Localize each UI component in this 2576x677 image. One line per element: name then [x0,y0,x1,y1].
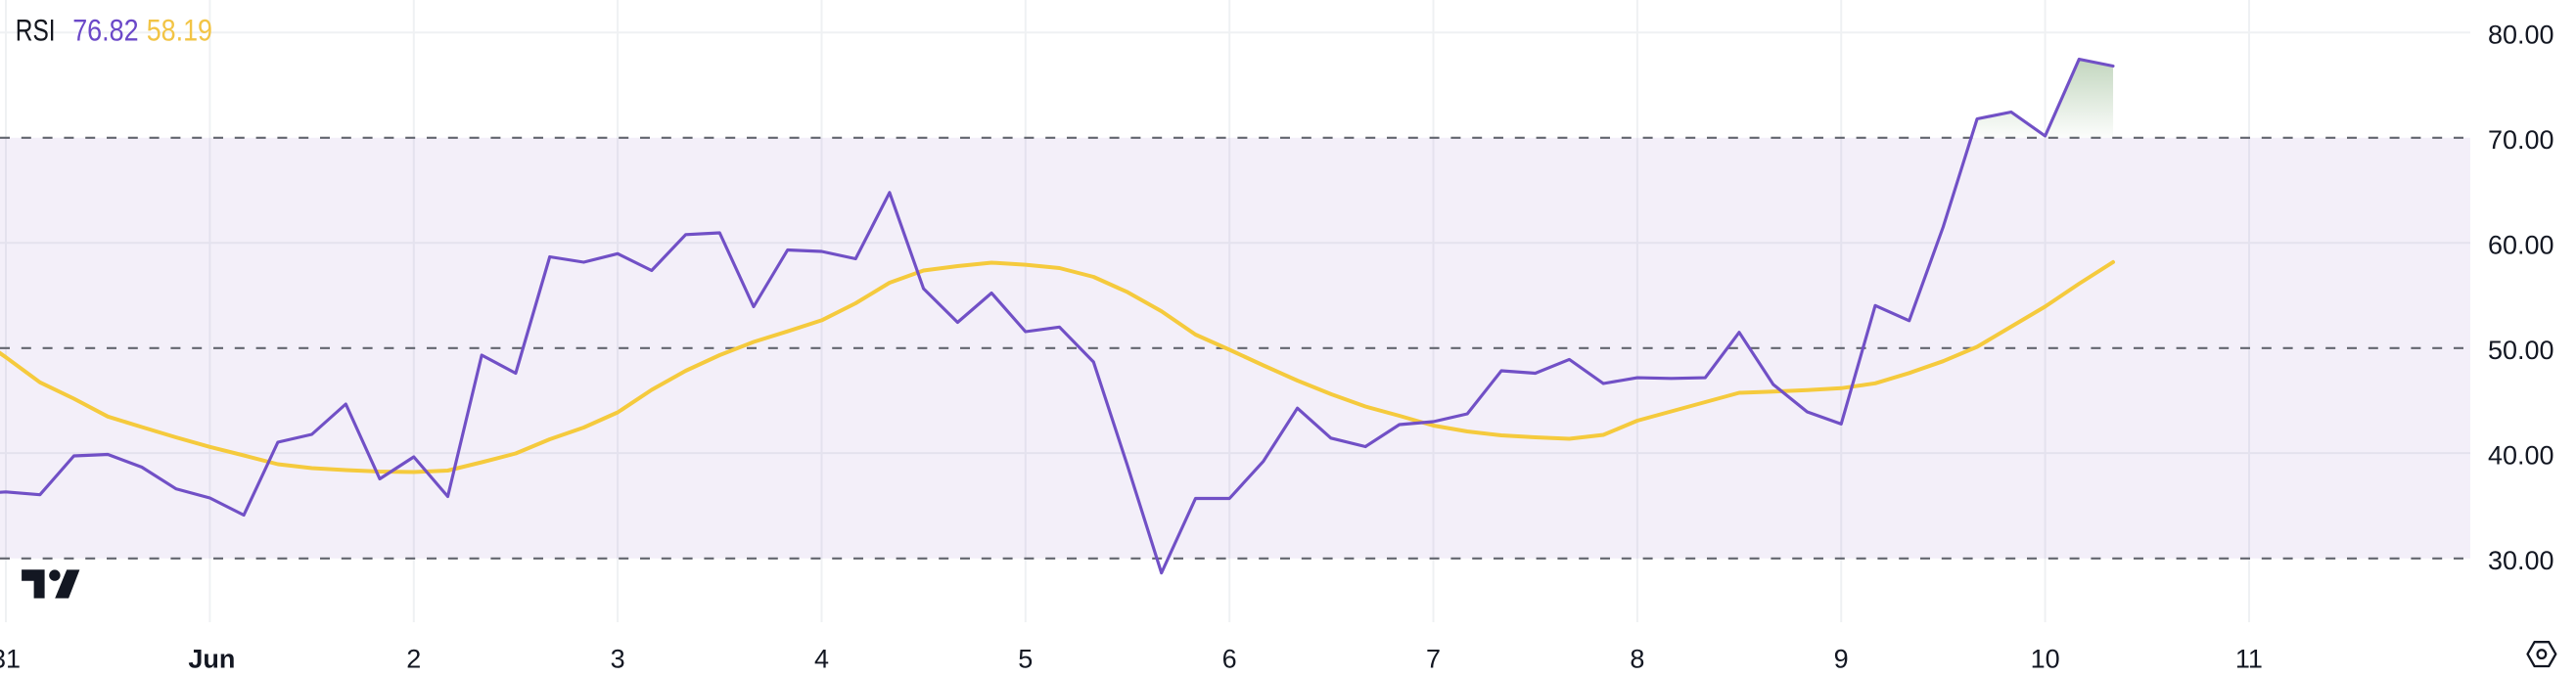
svg-text:Jun: Jun [188,645,235,674]
svg-text:3: 3 [611,645,625,674]
svg-text:76.82: 76.82 [72,13,138,48]
svg-text:40.00: 40.00 [2488,441,2554,471]
svg-text:7: 7 [1426,645,1441,674]
svg-text:50.00: 50.00 [2488,336,2554,365]
svg-text:9: 9 [1834,645,1849,674]
svg-text:4: 4 [814,645,829,674]
svg-text:10: 10 [2031,645,2060,674]
svg-text:8: 8 [1630,645,1644,674]
svg-text:11: 11 [2235,645,2263,674]
svg-text:31: 31 [0,645,21,674]
svg-text:2: 2 [406,645,421,674]
svg-text:80.00: 80.00 [2488,21,2554,50]
svg-text:5: 5 [1018,645,1033,674]
svg-text:58.19: 58.19 [147,13,212,48]
svg-text:6: 6 [1222,645,1237,674]
svg-text:60.00: 60.00 [2488,231,2554,260]
svg-text:RSI: RSI [16,13,56,48]
svg-text:70.00: 70.00 [2488,125,2554,155]
svg-text:30.00: 30.00 [2488,546,2554,575]
